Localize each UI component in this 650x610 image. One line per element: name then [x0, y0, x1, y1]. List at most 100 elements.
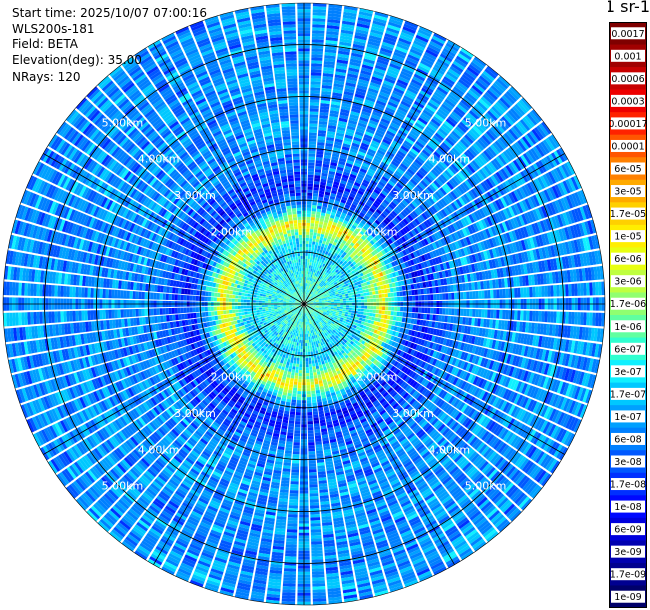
- range-gate: [387, 214, 394, 221]
- range-gate: [320, 288, 324, 292]
- range-gate: [494, 140, 505, 152]
- range-gate: [440, 209, 448, 217]
- range-gate: [438, 271, 444, 279]
- range-gate: [524, 212, 531, 224]
- range-gate: [326, 207, 332, 212]
- range-gate: [345, 201, 352, 207]
- range-gate: [394, 196, 401, 204]
- range-gate: [351, 307, 355, 311]
- range-gate: [356, 252, 362, 257]
- range-gate: [368, 196, 376, 203]
- range-gate: [465, 246, 472, 255]
- range-gate: [531, 128, 542, 142]
- range-gate: [327, 296, 331, 299]
- range-gate: [333, 288, 338, 292]
- range-gate: [318, 291, 322, 294]
- range-gate: [320, 212, 326, 217]
- range-gate: [449, 224, 456, 233]
- range-gate: [425, 160, 435, 169]
- range-gate: [321, 285, 325, 289]
- range-gate: [555, 229, 562, 242]
- range-gate: [372, 213, 378, 220]
- range-gate: [310, 291, 314, 295]
- range-gate: [333, 218, 339, 224]
- range-gate: [546, 232, 553, 245]
- range-gate: [554, 200, 562, 213]
- range-gate: [315, 263, 318, 268]
- range-gate: [493, 309, 497, 319]
- range-gate: [410, 148, 419, 156]
- range-gate: [398, 192, 406, 199]
- range-gate: [455, 159, 464, 169]
- range-gate: [546, 188, 554, 201]
- range-gate: [451, 130, 461, 140]
- range-gate: [362, 162, 370, 168]
- range-gate: [380, 261, 386, 267]
- range-gate: [369, 116, 380, 123]
- range-gate: [309, 120, 318, 124]
- range-gate: [325, 291, 329, 294]
- range-gate: [391, 255, 397, 261]
- range-gate: [307, 168, 315, 172]
- range-gate: [335, 236, 340, 241]
- range-gate: [322, 256, 326, 261]
- range-gate: [535, 144, 545, 157]
- range-gate: [333, 178, 341, 183]
- range-gate: [336, 274, 340, 279]
- range-gate: [324, 194, 330, 199]
- range-gate: [509, 86, 522, 99]
- range-gate: [357, 150, 366, 157]
- range-gate: [376, 298, 380, 302]
- range-gate: [316, 211, 321, 216]
- range-gate: [342, 174, 349, 179]
- range-gate: [313, 269, 316, 273]
- range-gate: [350, 280, 354, 285]
- range-gate: [390, 60, 403, 68]
- range-gate: [402, 249, 408, 256]
- range-gate: [305, 258, 308, 262]
- range-gate: [381, 115, 392, 122]
- range-gate: [457, 171, 466, 181]
- range-gate: [321, 169, 329, 174]
- range-gate: [373, 188, 381, 195]
- range-gate: [481, 290, 485, 299]
- range-gate: [553, 311, 557, 323]
- range-gate: [414, 208, 421, 216]
- range-gate: [307, 174, 314, 178]
- range-gate: [475, 290, 479, 299]
- range-gate: [316, 293, 320, 297]
- range-gate: [366, 295, 370, 299]
- range-gate: [464, 179, 473, 190]
- range-gate: [436, 231, 443, 239]
- range-gate: [393, 292, 397, 297]
- range-gate: [355, 234, 361, 240]
- range-gate: [454, 83, 467, 94]
- range-gate: [459, 183, 468, 193]
- range-gate: [381, 190, 388, 197]
- range-gate: [384, 269, 390, 275]
- range-gate: [388, 65, 400, 73]
- range-gate: [419, 114, 430, 123]
- range-gate: [531, 109, 543, 122]
- range-gate: [356, 281, 361, 285]
- range-gate: [396, 79, 409, 87]
- range-gate: [313, 181, 320, 185]
- range-gate: [453, 108, 464, 119]
- range-gate: [488, 87, 501, 99]
- range-gate: [417, 289, 421, 295]
- range-gate: [361, 286, 366, 290]
- range-gate: [415, 225, 422, 233]
- range-gate: [376, 58, 389, 66]
- range-gate: [490, 309, 494, 319]
- range-gate: [341, 149, 349, 154]
- range-gate: [341, 266, 346, 271]
- range-gate: [435, 88, 447, 98]
- range-gate: [416, 270, 421, 277]
- range-gate: [346, 125, 356, 131]
- range-gate: [448, 179, 457, 189]
- range-gate: [330, 307, 334, 310]
- range-gate: [502, 288, 506, 299]
- range-gate: [343, 305, 347, 308]
- range-gate: [351, 239, 357, 245]
- range-gate: [339, 38, 352, 44]
